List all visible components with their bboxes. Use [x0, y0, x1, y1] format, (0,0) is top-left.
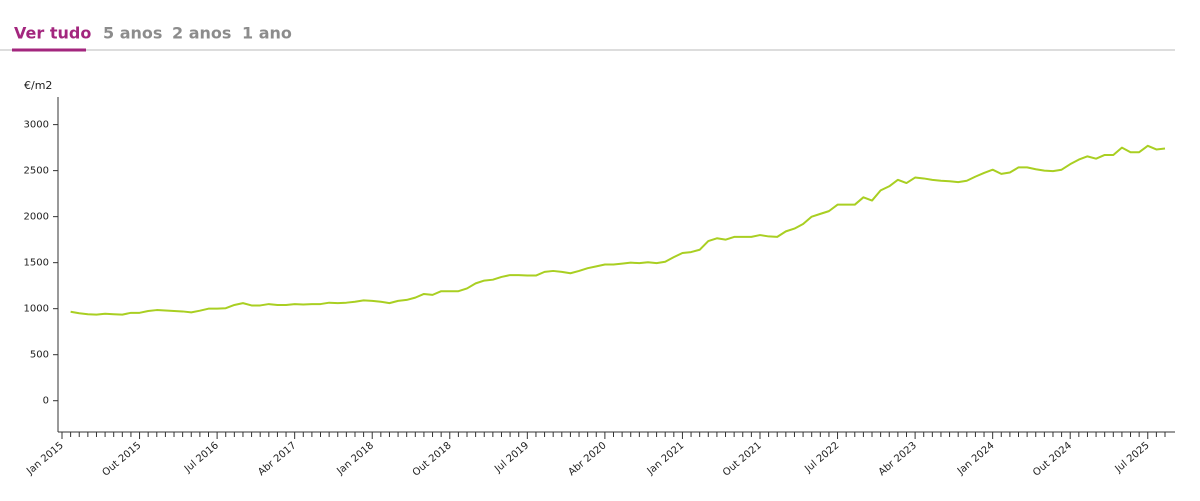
tab[interactable]: 1 ano [242, 24, 292, 43]
y-tick-label: 500 [30, 350, 49, 361]
x-tick-label: Jan 2018 [334, 440, 376, 477]
x-tick-label: Abr 2023 [877, 440, 919, 478]
y-tick-label: 2000 [24, 212, 49, 223]
x-tick-label: Jul 2022 [802, 440, 841, 475]
y-tick-label: 0 [43, 396, 49, 407]
y-tick-label: 2500 [24, 166, 49, 177]
x-tick-label: Out 2015 [101, 440, 144, 478]
x-tick-label: Jul 2025 [1113, 440, 1152, 475]
tab[interactable]: Ver tudo [14, 24, 91, 43]
y-tick-label: 1000 [24, 304, 49, 315]
tab[interactable]: 5 anos [103, 24, 162, 43]
x-tick-label: Abr 2020 [566, 440, 608, 478]
x-tick-label: Jul 2016 [182, 440, 221, 475]
y-axis-label: €/m2 [24, 79, 52, 92]
x-tick-label: Out 2024 [1031, 440, 1074, 478]
x-tick-label: Out 2018 [411, 440, 454, 478]
y-tick-label: 1500 [24, 258, 49, 269]
x-tick-label: Abr 2017 [256, 440, 298, 478]
x-tick-label: Jul 2019 [492, 440, 531, 475]
x-tick-label: Jan 2015 [24, 440, 66, 477]
x-tick-label: Jan 2021 [645, 440, 687, 477]
tab[interactable]: 2 anos [172, 24, 231, 43]
x-tick-label: Out 2021 [721, 440, 764, 478]
line [70, 144, 1166, 316]
y-tick-label: 3000 [24, 120, 49, 131]
x-tick-label: Jan 2024 [955, 440, 997, 477]
